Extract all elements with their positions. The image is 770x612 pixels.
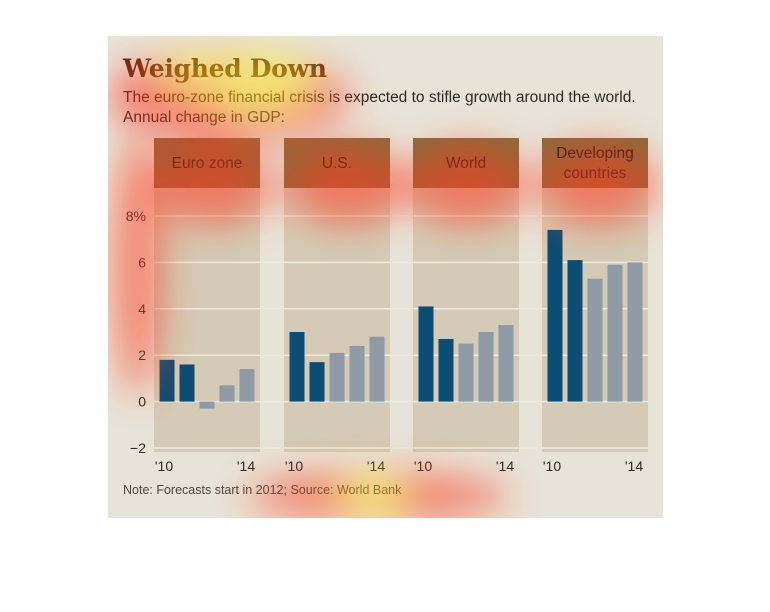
bar bbox=[369, 336, 385, 402]
x-tick-label: '14 bbox=[496, 458, 514, 474]
panel-title: Developing bbox=[556, 145, 634, 162]
panel-title: Euro zone bbox=[172, 155, 243, 172]
bar bbox=[159, 359, 175, 402]
chart-title: Weighed Down bbox=[123, 54, 327, 83]
bar bbox=[567, 260, 583, 402]
y-tick-label: 0 bbox=[138, 394, 146, 410]
bar bbox=[627, 262, 643, 402]
bar bbox=[199, 401, 215, 409]
y-tick-label: 4 bbox=[138, 301, 146, 317]
bar bbox=[607, 264, 623, 402]
bar bbox=[418, 306, 434, 402]
chart-subtitle: The euro-zone financial crisis is expect… bbox=[123, 89, 636, 126]
y-tick-label: 2 bbox=[138, 347, 146, 363]
panel-title: U.S. bbox=[322, 155, 352, 172]
panel-title: World bbox=[446, 155, 486, 172]
y-tick-label: 6 bbox=[138, 254, 146, 270]
x-tick-label: '14 bbox=[625, 458, 643, 474]
y-tick-label: −2 bbox=[130, 440, 146, 456]
y-tick-label: 8% bbox=[126, 208, 146, 224]
bar bbox=[329, 352, 345, 402]
x-tick-label: '10 bbox=[414, 458, 432, 474]
bar bbox=[179, 364, 195, 402]
bar bbox=[219, 385, 235, 402]
bar bbox=[349, 345, 365, 402]
bar bbox=[289, 332, 305, 402]
panel-title: countries bbox=[564, 165, 627, 182]
bar bbox=[478, 332, 494, 402]
bar bbox=[438, 338, 454, 402]
chart-note: Note: Forecasts start in 2012; Source: W… bbox=[123, 483, 402, 497]
x-tick-label: '14 bbox=[237, 458, 255, 474]
bar bbox=[547, 229, 563, 402]
x-tick-label: '10 bbox=[543, 458, 561, 474]
bar bbox=[587, 278, 603, 402]
chart-figure: 8% 6 4 2 0 −2 Euro zone '10 '14 U.S. '10 '14 World '1… bbox=[108, 36, 663, 518]
x-tick-label: '10 bbox=[155, 458, 173, 474]
bar bbox=[239, 369, 255, 402]
bar bbox=[309, 362, 325, 402]
x-tick-label: '14 bbox=[367, 458, 385, 474]
bar bbox=[498, 325, 514, 402]
x-tick-label: '10 bbox=[285, 458, 303, 474]
bar bbox=[458, 343, 474, 402]
